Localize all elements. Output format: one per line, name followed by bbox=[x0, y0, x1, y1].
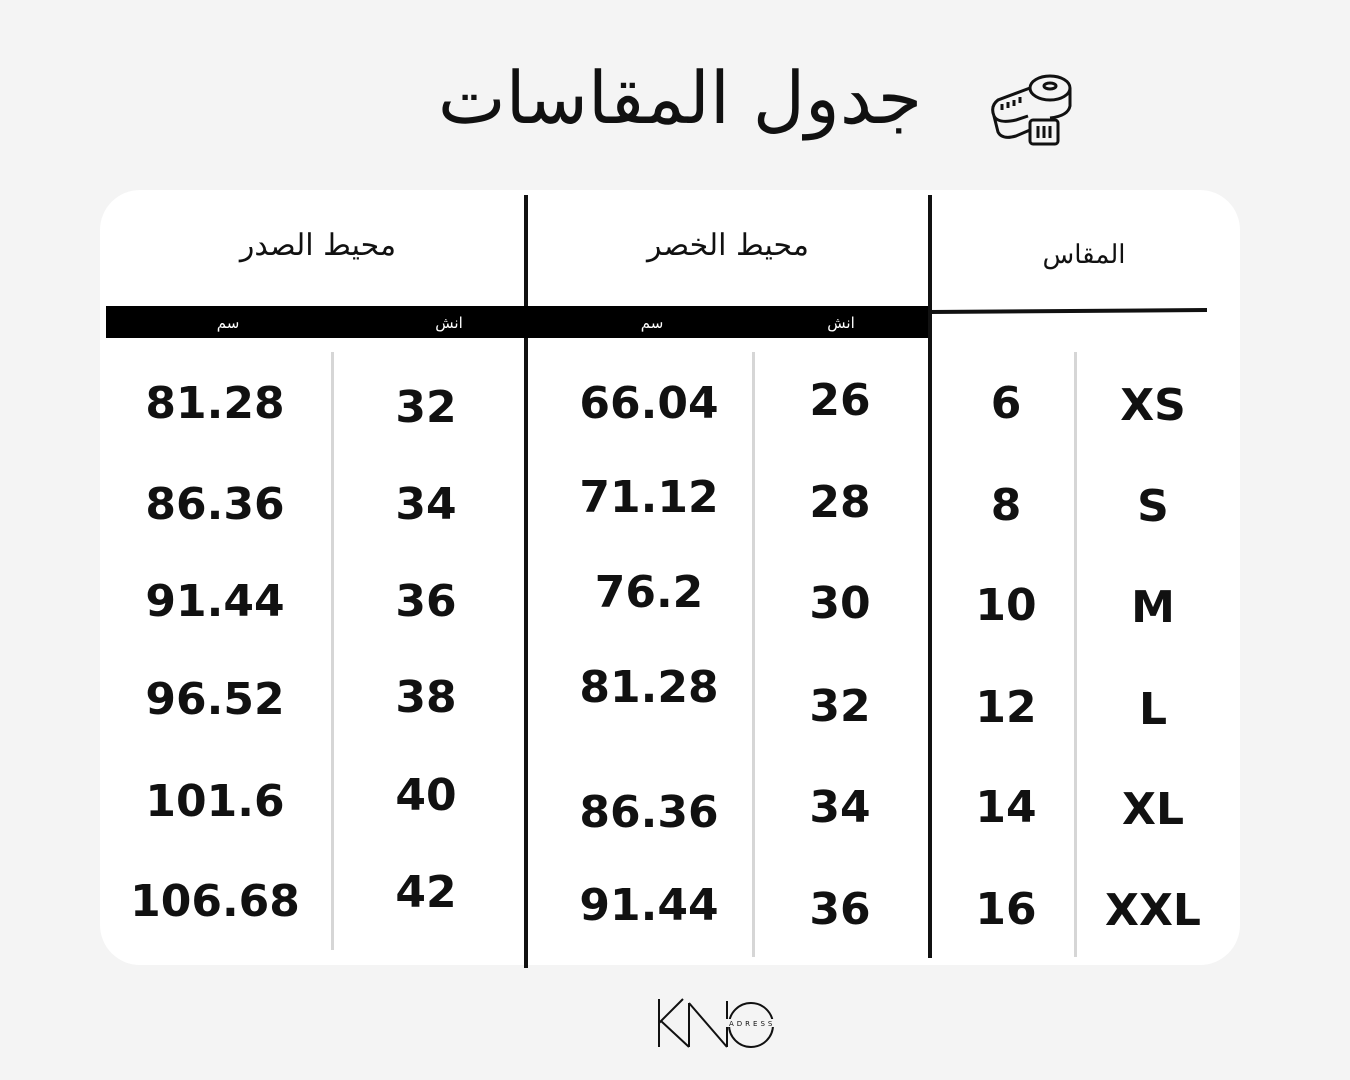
cell-chest-cm: 86.36 bbox=[145, 479, 285, 530]
cell-chest-in: 32 bbox=[395, 382, 457, 433]
cell-chest-in: 42 bbox=[395, 867, 457, 918]
cell-waist-in: 34 bbox=[809, 782, 871, 833]
cell-waist-cm: 86.36 bbox=[579, 787, 719, 838]
sub-divider bbox=[331, 352, 334, 950]
column-divider bbox=[524, 195, 528, 968]
brand-logo: ADRESS bbox=[658, 998, 779, 1048]
cell-waist-cm: 91.44 bbox=[579, 880, 719, 931]
cell-size-num: 12 bbox=[975, 682, 1037, 733]
unit-header-band bbox=[106, 306, 928, 338]
cell-waist-cm: 66.04 bbox=[579, 378, 719, 429]
cell-waist-in: 26 bbox=[809, 375, 871, 426]
cell-chest-in: 38 bbox=[395, 672, 457, 723]
cell-size-num: 10 bbox=[975, 580, 1037, 631]
cell-chest-cm: 81.28 bbox=[145, 378, 285, 429]
column-divider bbox=[928, 195, 932, 958]
cell-size-num: 6 bbox=[990, 378, 1022, 429]
cell-waist-cm: 76.2 bbox=[594, 567, 704, 618]
cell-size-letter: XXL bbox=[1105, 885, 1201, 936]
cell-size-num: 16 bbox=[975, 884, 1037, 935]
cell-waist-cm: 71.12 bbox=[579, 472, 719, 523]
unit-chest-inch: انش bbox=[435, 314, 463, 332]
cell-size-letter: S bbox=[1137, 481, 1169, 532]
cell-size-num: 8 bbox=[990, 480, 1022, 531]
cell-chest-cm: 106.68 bbox=[130, 876, 300, 927]
cell-size-num: 14 bbox=[975, 782, 1037, 833]
cell-chest-in: 34 bbox=[395, 479, 457, 530]
cell-chest-cm: 96.52 bbox=[145, 674, 285, 725]
cell-waist-in: 30 bbox=[809, 578, 871, 629]
cell-waist-in: 32 bbox=[809, 681, 871, 732]
cell-chest-in: 40 bbox=[395, 770, 457, 821]
header-waist: محيط الخصر bbox=[647, 228, 809, 263]
cell-waist-in: 36 bbox=[809, 884, 871, 935]
cell-chest-cm: 101.6 bbox=[145, 776, 285, 827]
cell-waist-cm: 81.28 bbox=[579, 662, 719, 713]
cell-size-letter: XL bbox=[1122, 784, 1184, 835]
cell-size-letter: M bbox=[1131, 582, 1175, 633]
cell-size-letter: XS bbox=[1120, 380, 1186, 431]
tape-measure-icon bbox=[991, 74, 1072, 146]
cell-chest-in: 36 bbox=[395, 576, 457, 627]
logo-subtext: ADRESS bbox=[729, 1020, 775, 1028]
cell-size-letter: L bbox=[1138, 684, 1168, 735]
cell-waist-in: 28 bbox=[809, 477, 871, 528]
header-chest: محيط الصدر bbox=[239, 228, 397, 263]
unit-waist-inch: انش bbox=[827, 314, 855, 332]
unit-chest-cm: سم bbox=[216, 314, 240, 332]
page-title: جدول المقاسات bbox=[437, 56, 923, 140]
unit-waist-cm: سم bbox=[640, 314, 664, 332]
sub-divider bbox=[1074, 352, 1077, 957]
cell-chest-cm: 91.44 bbox=[145, 576, 285, 627]
header-size: المقاس bbox=[1042, 240, 1126, 270]
sub-divider bbox=[752, 352, 755, 957]
